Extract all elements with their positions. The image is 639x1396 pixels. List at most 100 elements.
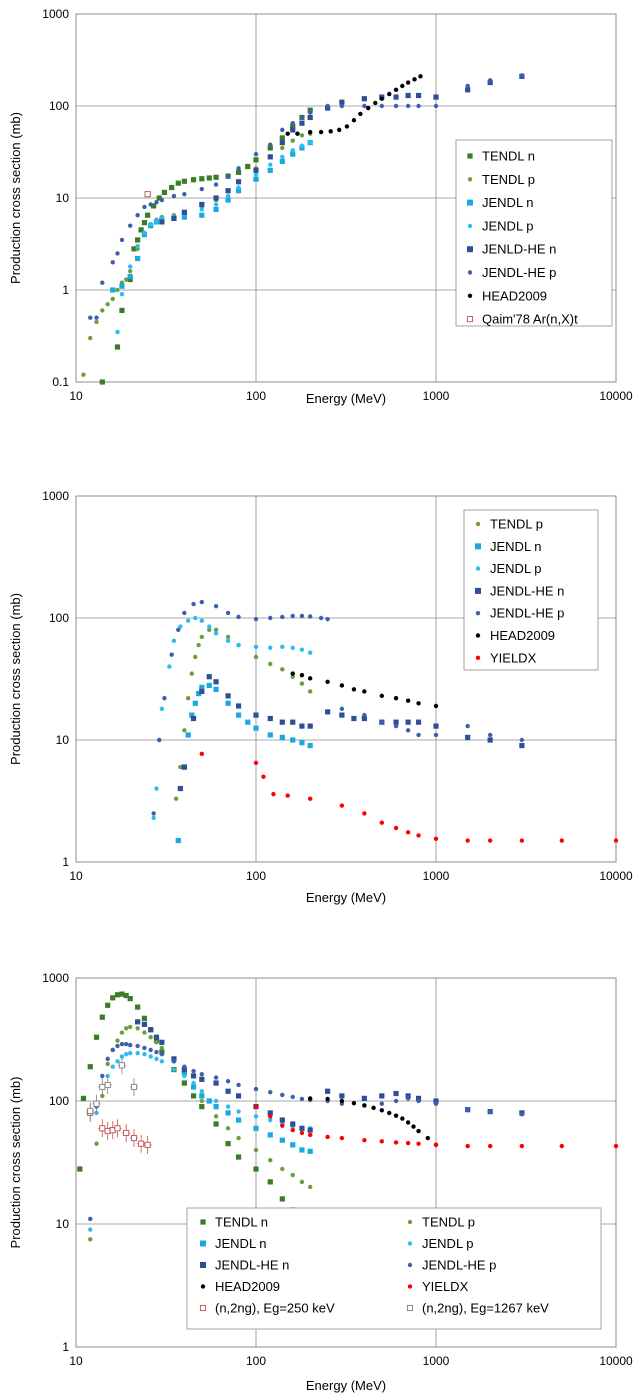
x-tick-label: 10000 <box>599 389 633 403</box>
data-point <box>487 732 493 738</box>
data-point <box>181 1080 187 1086</box>
data-point <box>100 280 105 285</box>
data-point <box>487 78 493 83</box>
x-axis-label: Energy (MeV) <box>306 1378 386 1393</box>
data-point <box>290 127 296 133</box>
data-point <box>181 214 187 220</box>
legend-item: TENDL p <box>407 1215 475 1230</box>
data-point <box>77 1166 83 1172</box>
data-point <box>191 1080 196 1086</box>
data-point <box>190 1073 197 1079</box>
data-point <box>182 1064 187 1069</box>
data-point <box>405 1120 411 1125</box>
data-point <box>157 737 162 743</box>
legend-label: TENDL n <box>215 1215 268 1230</box>
legend-item: TENDL p <box>475 517 543 532</box>
data-point <box>141 1015 148 1021</box>
data-point <box>199 634 205 640</box>
data-point <box>185 732 191 738</box>
data-point <box>213 206 219 213</box>
data-point <box>236 1135 241 1141</box>
data-point <box>393 825 399 831</box>
data-point <box>225 188 231 194</box>
data-point <box>178 764 183 770</box>
data-point <box>433 1142 439 1148</box>
data-point <box>99 379 105 385</box>
data-point <box>295 131 300 136</box>
data-point <box>280 127 285 133</box>
data-point <box>148 202 153 207</box>
legend-label: JENDL n <box>482 195 534 210</box>
data-point <box>280 614 285 620</box>
data-point <box>127 1024 133 1030</box>
legend-marker <box>406 1304 414 1312</box>
legend-item: JENDL p <box>475 561 542 576</box>
data-point <box>181 1067 187 1073</box>
data-point <box>393 723 399 729</box>
data-point <box>337 127 342 133</box>
plot-frame <box>75 977 617 1348</box>
data-point <box>192 700 198 706</box>
data-point <box>104 1081 111 1089</box>
data-point <box>199 186 205 192</box>
data-point <box>142 1052 147 1057</box>
data-point <box>253 172 259 177</box>
data-point <box>94 1141 99 1146</box>
data-point <box>235 1154 242 1160</box>
legend-label: JENDL p <box>422 1236 474 1251</box>
data-point <box>225 1078 231 1084</box>
data-point <box>182 1073 187 1079</box>
data-point <box>299 143 305 148</box>
y-tick-label: 10 <box>56 191 70 205</box>
legend-item: JENLD-HE n <box>467 242 556 257</box>
data-point <box>393 696 399 701</box>
series-head2009 <box>285 74 423 136</box>
data-point <box>299 647 305 652</box>
data-point <box>199 201 205 208</box>
data-point <box>487 1109 493 1114</box>
data-point <box>253 1166 259 1172</box>
data-point <box>141 220 148 226</box>
legend-item: JENDL p <box>467 218 534 233</box>
data-point <box>393 719 399 725</box>
data-point <box>268 661 273 667</box>
data-point <box>299 1130 305 1136</box>
legend-item: HEAD2009 <box>467 288 547 303</box>
data-point <box>190 1084 197 1090</box>
y-tick-label: 1 <box>62 855 69 869</box>
data-point <box>199 751 205 757</box>
data-point <box>290 1127 295 1133</box>
data-point <box>299 681 305 686</box>
data-point <box>267 715 273 722</box>
data-point <box>307 614 313 619</box>
data-point <box>465 87 471 93</box>
legend-marker <box>475 543 481 550</box>
legend-marker <box>199 1304 207 1312</box>
data-point <box>290 138 295 143</box>
data-point <box>225 1088 231 1094</box>
data-point <box>339 103 345 109</box>
data-point <box>465 838 470 843</box>
data-point <box>253 760 259 766</box>
data-point <box>199 688 205 695</box>
data-point <box>379 1108 385 1113</box>
data-point <box>213 1080 219 1086</box>
data-point <box>213 195 219 201</box>
data-point <box>115 251 120 256</box>
data-point <box>191 601 196 607</box>
data-point <box>213 1121 219 1127</box>
legend-label: YIELDX <box>422 1279 469 1294</box>
data-point <box>135 1019 141 1025</box>
legend-marker <box>467 246 473 253</box>
data-point <box>271 791 276 797</box>
data-point <box>279 1196 285 1202</box>
data-point <box>110 296 115 302</box>
data-point <box>119 292 125 297</box>
data-point <box>379 693 385 699</box>
legend-item: JENDL-HE n <box>475 583 564 598</box>
data-point <box>379 96 385 101</box>
data-point <box>325 679 330 684</box>
data-point <box>235 712 242 718</box>
data-point <box>307 107 313 113</box>
y-tick-label: 0.1 <box>52 375 69 389</box>
